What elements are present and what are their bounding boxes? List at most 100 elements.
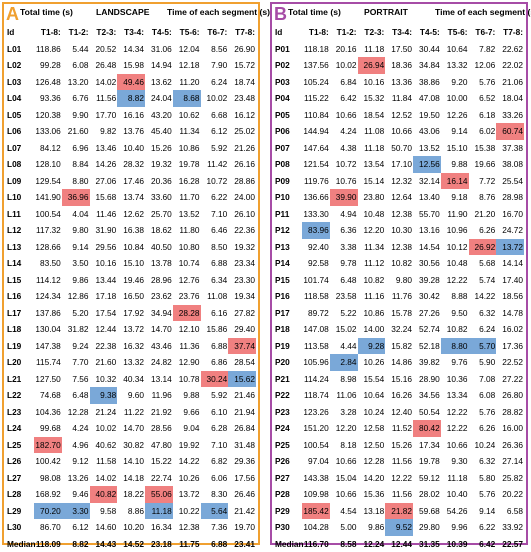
value-cell: 13.18 xyxy=(358,503,386,520)
value-cell: 47.08 xyxy=(413,90,441,107)
value-cell: 33.60 xyxy=(145,189,173,206)
value-cell: 10.62 xyxy=(173,107,201,124)
value-cell: 12.52 xyxy=(385,107,413,124)
value-cell: 16.38 xyxy=(117,222,145,239)
row-id-cell: L04 xyxy=(6,90,34,107)
value-cell: 37.74 xyxy=(228,338,256,355)
value-cell: 14.78 xyxy=(496,305,524,322)
value-cell: 16.70 xyxy=(496,206,524,223)
panel-title: LANDSCAPE xyxy=(96,7,149,17)
value-cell: 13.32 xyxy=(441,57,469,74)
value-cell: 49.46 xyxy=(117,74,145,91)
value-cell: 6.22 xyxy=(469,519,497,536)
value-cell: 21.60 xyxy=(62,123,90,140)
value-cell: 13.78 xyxy=(145,255,173,272)
value-cell: 40.34 xyxy=(117,371,145,388)
value-cell: 100.54 xyxy=(34,206,62,223)
value-cell: 5.70 xyxy=(469,338,497,355)
value-cell: 28.56 xyxy=(145,420,173,437)
value-cell: 11.18 xyxy=(145,503,173,520)
value-cell: 40.62 xyxy=(90,437,118,454)
value-cell: 28.96 xyxy=(145,272,173,289)
row-id-cell: P15 xyxy=(274,272,302,289)
value-cell: 13.34 xyxy=(441,387,469,404)
value-cell: 47.80 xyxy=(145,437,173,454)
value-cell: 30.44 xyxy=(413,41,441,58)
value-cell: 34.56 xyxy=(413,387,441,404)
value-cell: 5.68 xyxy=(469,255,497,272)
value-cell: 10.96 xyxy=(441,222,469,239)
value-cell: 9.58 xyxy=(90,503,118,520)
value-cell: 23.34 xyxy=(228,255,256,272)
value-cell: 13.14 xyxy=(145,371,173,388)
value-cell: 23.62 xyxy=(145,288,173,305)
row-id-cell: P03 xyxy=(274,74,302,91)
value-cell: 6.76 xyxy=(62,90,90,107)
value-cell: 10.82 xyxy=(358,272,386,289)
row-id-cell: L13 xyxy=(6,239,34,256)
value-cell: 14.60 xyxy=(90,519,118,536)
value-cell: 6.32 xyxy=(469,305,497,322)
value-cell: 151.20 xyxy=(302,420,330,437)
value-cell: 4.04 xyxy=(62,206,90,223)
value-cell: 14.70 xyxy=(145,321,173,338)
row-id-cell: L02 xyxy=(6,57,34,74)
value-cell: 27.22 xyxy=(496,371,524,388)
value-cell: 31.90 xyxy=(90,222,118,239)
value-cell: 17.92 xyxy=(117,305,145,322)
value-cell: 10.80 xyxy=(173,239,201,256)
row-id-cell: L27 xyxy=(6,470,34,487)
value-cell: T2-3: xyxy=(358,24,386,41)
value-cell: 10.84 xyxy=(117,239,145,256)
row-id-cell: L29 xyxy=(6,503,34,520)
value-cell: 147.38 xyxy=(34,338,62,355)
value-cell: 11.34 xyxy=(358,239,386,256)
value-cell: 7.70 xyxy=(62,354,90,371)
value-cell: 10.76 xyxy=(330,173,358,190)
value-cell: 15.62 xyxy=(228,371,256,388)
value-cell: 10.22 xyxy=(173,503,201,520)
value-cell: 18.54 xyxy=(358,107,386,124)
value-cell: 21.82 xyxy=(385,503,413,520)
value-cell: 3.38 xyxy=(330,239,358,256)
value-cell: 14.20 xyxy=(358,470,386,487)
value-cell: 6.48 xyxy=(330,272,358,289)
value-cell: 10.26 xyxy=(173,470,201,487)
value-cell: 12.26 xyxy=(441,107,469,124)
value-cell: 29.40 xyxy=(228,321,256,338)
value-cell: 17.36 xyxy=(496,338,524,355)
value-cell: 15.38 xyxy=(469,140,497,157)
value-cell: 34.94 xyxy=(145,305,173,322)
value-cell: 21.24 xyxy=(90,404,118,421)
value-cell: 3.28 xyxy=(330,404,358,421)
value-cell: 13.54 xyxy=(358,156,386,173)
value-cell: 127.50 xyxy=(34,371,62,388)
row-id-cell: P12 xyxy=(274,222,302,239)
value-cell: T7-8: xyxy=(228,24,256,41)
value-cell: 10.36 xyxy=(441,371,469,388)
value-cell: 6.42 xyxy=(330,90,358,107)
value-cell: 28.90 xyxy=(413,371,441,388)
value-cell: 26.16 xyxy=(228,156,256,173)
value-cell: T1-8: xyxy=(302,24,330,41)
value-cell: 23.58 xyxy=(330,288,358,305)
value-cell: 80.42 xyxy=(413,420,441,437)
value-cell: 5.76 xyxy=(469,74,497,91)
value-cell: 28.82 xyxy=(496,404,524,421)
value-cell: 59.68 xyxy=(413,503,441,520)
value-cell: 28.54 xyxy=(228,354,256,371)
value-cell: 28.32 xyxy=(117,156,145,173)
value-cell: 32.24 xyxy=(385,321,413,338)
value-cell: 4.38 xyxy=(330,140,358,157)
value-cell: 32.14 xyxy=(413,173,441,190)
value-cell: 9.66 xyxy=(173,404,201,421)
